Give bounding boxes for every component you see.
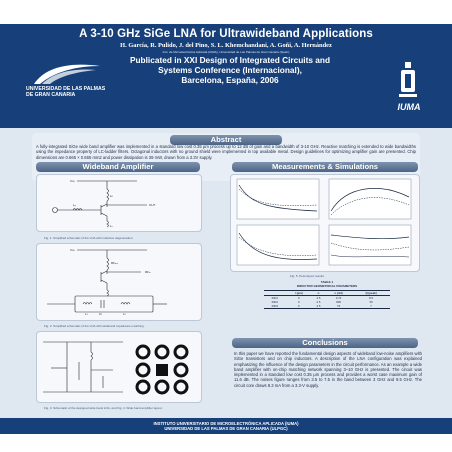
poster-body: Abstract A fully-integrated SiGe wide ba… — [0, 128, 452, 418]
conference-line: Barcelona, España, 2006 — [181, 75, 279, 85]
ulpgc-swoosh-icon — [34, 64, 100, 84]
iuma-mark-icon — [399, 62, 417, 97]
abstract-text: A fully-integrated SiGe wide band amplif… — [36, 144, 416, 160]
svg-text:C1: C1 — [99, 312, 103, 316]
figure-5-caption: Fig. 5. Post-layout results. — [290, 274, 325, 278]
designed-lna-schematic — [43, 341, 123, 393]
affiliation-line: Inst. de Microelectrónica Aplicada (IUMA… — [162, 50, 290, 54]
conference-line: Publicated in XXI Design of Integrated C… — [129, 55, 331, 65]
svg-text:OUT: OUT — [149, 203, 156, 207]
svg-text:LD: LD — [110, 194, 114, 198]
poster-title: A 3-10 GHz SiGe LNA for Ultrawideband Ap… — [79, 28, 373, 40]
table-title: TABLE 1 INDUCTOR GEOMETRICAL PARAMETERS — [296, 280, 358, 288]
figure-2-box: VDD RFout RFin L1 C1 L2 — [36, 243, 202, 321]
figure-5-box — [230, 174, 420, 272]
abstract-heading: Abstract — [170, 135, 282, 145]
wideband-heading: Wideband Amplifier — [36, 162, 200, 172]
conference-line: Systems Conference (Internacional), — [158, 65, 302, 75]
iuma-label: IUMA — [397, 102, 421, 112]
svg-text:VDD: VDD — [70, 179, 75, 183]
poster-footer: INSTITUTO UNIVERSITARIO DE MICROELECTRÓN… — [0, 418, 452, 434]
figure-1-box: VDD LD Lg Ls OUT — [36, 174, 202, 232]
svg-text:VDD: VDD — [70, 248, 75, 252]
footer-line: INSTITUTO UNIVERSITARIO DE MICROELECTRÓN… — [153, 421, 299, 426]
svg-text:L1: L1 — [85, 312, 89, 316]
iuma-logo: IUMA — [384, 62, 434, 112]
svg-text:Lg: Lg — [73, 203, 76, 207]
ulpgc-logo: UNIVERSIDAD DE LAS PALMAS DE GRAN CANARI… — [26, 60, 105, 106]
table-row: IND3 0 4.5 76 7 — [264, 304, 390, 309]
svg-text:Ls: Ls — [110, 224, 113, 228]
figure-3-caption: Fig. 3. Schematic of the designed wide b… — [44, 406, 163, 410]
table-header-row: r (µm) n L (nH) Q (peak) — [264, 290, 390, 296]
inductor-table: r (µm) n L (nH) Q (peak) IND1 0 4.5 0.74… — [264, 290, 390, 309]
conclusions-text: In this paper we have reported the funda… — [234, 351, 422, 388]
svg-text:L2: L2 — [123, 312, 127, 316]
figure-2-caption: Fig. 2. Simplified schematic of the LNA … — [44, 324, 145, 328]
lna-degeneration-schematic: VDD LD Lg Ls OUT — [52, 179, 156, 228]
svg-text:RFin: RFin — [145, 270, 151, 274]
chip-layout-image — [129, 340, 195, 398]
footer-line: UNIVERSIDAD DE LAS PALMAS DE GRAN CANARI… — [164, 426, 288, 432]
ulpgc-name: UNIVERSIDAD DE LAS PALMAS DE GRAN CANARI… — [26, 86, 106, 98]
table-row: IND2 0 2.5 800 35 — [271, 300, 373, 305]
lna-wideband-matching-schematic: VDD RFout RFin L1 C1 L2 — [47, 248, 167, 316]
measurements-heading: Measurements & Simulations — [232, 162, 418, 172]
figure-3-box — [36, 331, 202, 403]
figure-1-caption: Fig. 1. Simplified schematic of the LNA … — [44, 236, 134, 240]
conclusions-heading: Conclusions — [232, 338, 418, 348]
post-layout-plots — [236, 178, 412, 266]
poster-header — [0, 24, 452, 128]
table-row: IND1 0 4.5 0.74 8.5 — [271, 296, 374, 300]
author-list: H. García, R. Pulido, J. del Pino, S. L.… — [120, 42, 332, 49]
conference-info: Publicated in XXI Design of Integrated C… — [110, 55, 350, 85]
svg-text:RFout: RFout — [111, 261, 118, 265]
